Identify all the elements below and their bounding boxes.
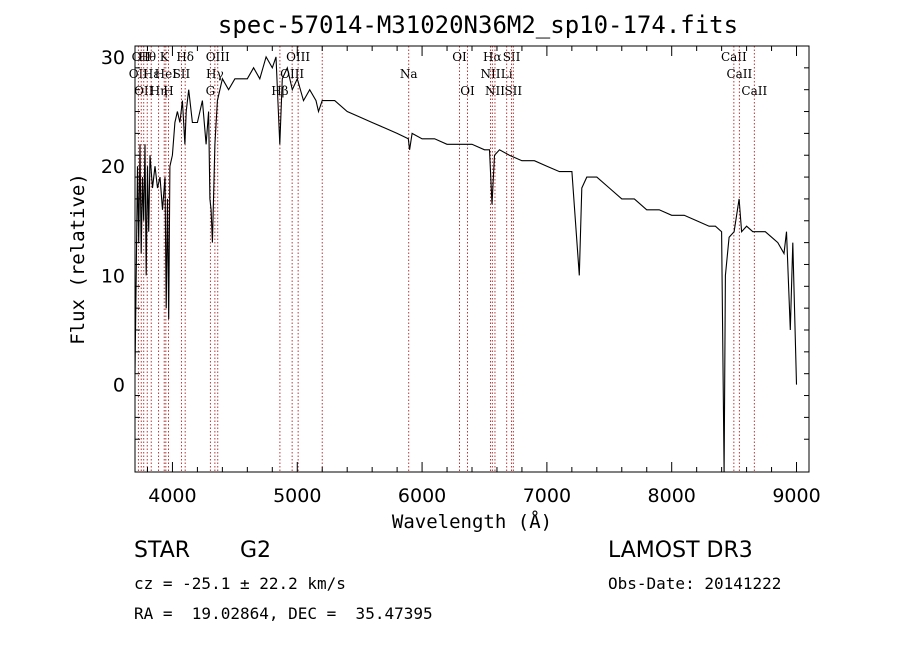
line-marker-label: Hη [150,84,168,98]
x-axis: 4000 5000 6000 7000 8000 9000 [146,46,821,507]
line-marker-label: OIII [280,67,304,81]
line-marker-label: SII [173,67,191,81]
x-axis-label: Wavelength (Å) [392,510,552,533]
line-marker-label: NII [485,84,505,98]
redshift-info: cz = -25.1 ± 22.2 km/s [134,574,346,593]
line-marker-label: Hθ [138,50,156,64]
y-tick-label: 10 [101,265,125,287]
line-marker-label: Li [501,67,513,81]
line-marker-label: Hα [483,50,502,64]
y-tick-label: 20 [101,156,125,178]
line-marker-label: OIII [206,50,230,64]
object-class: STAR [134,538,191,563]
x-tick-label: 9000 [772,485,820,507]
line-marker-label: CaII [726,67,752,81]
line-marker-label: Hβ [271,84,288,98]
x-tick-label: 4000 [148,485,196,507]
line-marker-label: NII [480,67,500,81]
spectrum-line-0 [134,55,798,473]
line-marker-label: Hδ [176,50,194,64]
line-marker-label: SII [503,50,521,64]
line-marker-label: H [163,84,173,98]
line-marker-label: Na [400,67,418,81]
x-tick-label: 5000 [273,485,321,507]
y-tick-label: 0 [113,375,125,397]
line-marker-label: HeI [155,67,178,81]
line-marker-label: OII [132,50,152,64]
line-marker-label: SII [504,84,522,98]
line-markers: OIIOIIOIIHθHεHηKHeIHSIIHδGHγOIIIHβOIIIOI… [129,46,767,472]
y-axis-label: Flux (relative) [67,173,89,345]
survey-name: LAMOST DR3 [608,538,753,563]
line-marker-label: Hγ [206,67,224,81]
plot-frame [134,45,810,473]
object-subclass: G2 [240,538,272,563]
x-tick-label: 8000 [648,485,696,507]
y-axis: 0 10 20 30 [101,47,809,440]
chart-title: spec-57014-M31020N36M2_sp10-174.fits [218,11,738,39]
observation-date: Obs-Date: 20141222 [608,574,782,593]
x-tick-label: 6000 [398,485,446,507]
line-marker-label: Hε [143,67,160,81]
line-marker-label: OI [460,84,475,98]
line-marker-label: K [160,50,170,64]
line-marker-label: CaII [741,84,767,98]
spectrum-series [134,55,798,473]
x-tick-label: 7000 [523,485,571,507]
coordinates: RA = 19.02864, DEC = 35.47395 [134,604,433,623]
line-marker-label: OII [134,84,154,98]
line-marker-label: CaII [721,50,747,64]
y-tick-label: 30 [101,47,125,69]
line-marker-label: OI [452,50,467,64]
line-marker-label: OIII [286,50,310,64]
line-marker-label: G [206,84,216,98]
